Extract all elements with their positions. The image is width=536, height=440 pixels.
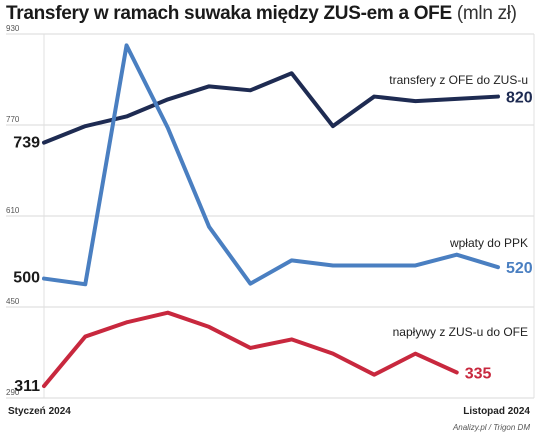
- series-end-label: 520: [506, 260, 533, 277]
- series-name-label: napływy z ZUS-u do OFE: [393, 325, 528, 339]
- series-start-label: 500: [13, 270, 40, 287]
- y-axis-ticks: 290 450 610 770 930: [6, 24, 20, 397]
- data-point: [497, 96, 499, 98]
- chart-title-unit: (mln zł): [456, 3, 517, 24]
- x-label-end: Listopad 2024: [463, 406, 530, 417]
- data-point: [126, 115, 128, 117]
- series-labels: 739 820 transfery z OFE do ZUS-u 500 520 wpła…: [13, 73, 533, 395]
- data-point: [43, 278, 45, 280]
- data-point: [126, 321, 128, 323]
- data-point: [291, 259, 293, 261]
- data-point: [456, 98, 458, 100]
- data-point: [332, 264, 334, 266]
- data-point: [43, 385, 45, 387]
- data-point: [249, 347, 251, 349]
- series-start-label: 311: [14, 378, 40, 395]
- chart-title: Transfery w ramach suwaka między ZUS-em …: [6, 3, 517, 24]
- y-tick-label: 770: [6, 115, 20, 124]
- data-point: [497, 266, 499, 268]
- series-line: [42, 310, 459, 389]
- data-point: [373, 96, 375, 98]
- y-tick-label: 290: [6, 388, 20, 397]
- x-label-start: Styczeń 2024: [8, 406, 71, 417]
- data-point: [291, 338, 293, 340]
- data-point: [291, 72, 293, 74]
- data-point: [373, 374, 375, 376]
- data-point: [167, 312, 169, 314]
- data-point: [414, 100, 416, 102]
- series-name-label: wpłaty do PPK: [449, 236, 528, 250]
- data-point: [208, 326, 210, 328]
- source-note: Analizy.pl / Trigon DM: [452, 423, 530, 432]
- series-end-label: 820: [506, 90, 533, 107]
- data-point: [249, 283, 251, 285]
- data-point: [84, 283, 86, 285]
- data-point: [456, 254, 458, 256]
- data-point: [167, 98, 169, 100]
- data-point: [414, 353, 416, 355]
- data-point: [208, 226, 210, 228]
- data-point: [208, 85, 210, 87]
- data-point: [332, 353, 334, 355]
- data-point: [84, 336, 86, 338]
- y-tick-label: 450: [6, 297, 20, 306]
- data-point: [249, 89, 251, 91]
- data-point: [84, 125, 86, 127]
- data-point: [126, 44, 128, 46]
- series-line: [42, 43, 500, 287]
- series-end-label: 335: [465, 365, 492, 382]
- series-name-label: transfery z OFE do ZUS-u: [389, 73, 528, 87]
- y-tick-label: 930: [6, 24, 20, 33]
- series-line: [42, 71, 500, 145]
- data-point: [414, 264, 416, 266]
- y-tick-label: 610: [6, 206, 20, 215]
- data-point: [332, 125, 334, 127]
- series-lines: [42, 43, 500, 389]
- data-point: [43, 142, 45, 144]
- data-point: [456, 371, 458, 373]
- data-point: [167, 127, 169, 129]
- series-start-label: 739: [13, 135, 40, 152]
- data-point: [373, 264, 375, 266]
